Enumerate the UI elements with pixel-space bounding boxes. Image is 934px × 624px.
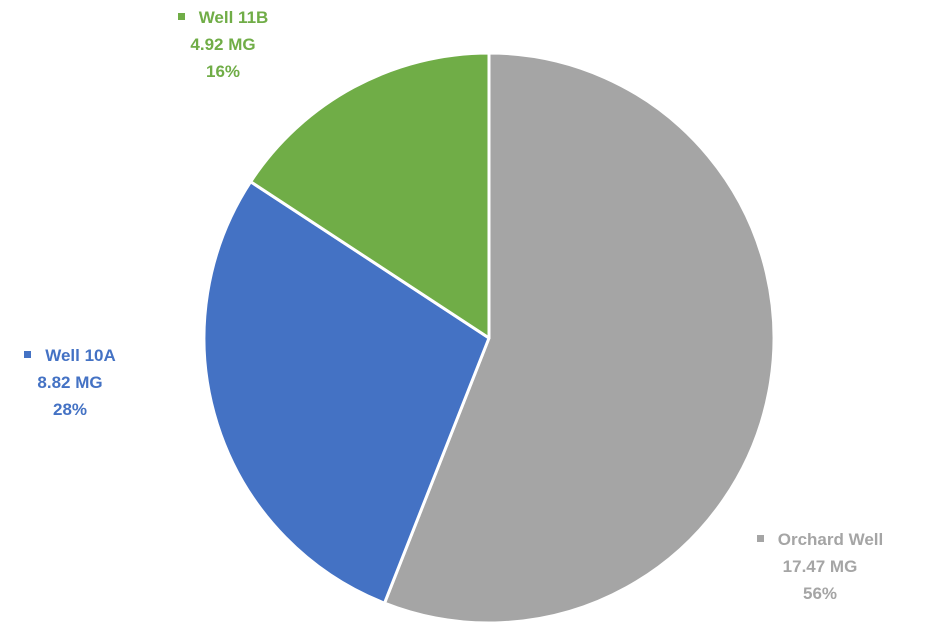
pie-slice-well-11b xyxy=(249,51,491,340)
legend-swatch-well-11b xyxy=(177,13,185,21)
slice-percent-well-11b: 16% xyxy=(205,62,241,81)
slice-name-orchard-well: Orchard Well xyxy=(777,530,884,549)
slice-value-well-11b: 4.92 MG xyxy=(190,35,256,54)
slice-percent-orchard-well: 56% xyxy=(802,584,838,603)
pie-slice-orchard-well xyxy=(382,51,776,624)
slice-label-orchard-well: Orchard Well 17.47 MG 56% xyxy=(735,526,905,607)
legend-swatch-well-10a xyxy=(24,351,32,359)
slice-name-well-10a: Well 10A xyxy=(45,346,116,365)
slice-label-well-10a: Well 10A 8.82 MG 28% xyxy=(5,342,135,423)
slice-value-orchard-well: 17.47 MG xyxy=(782,557,858,576)
slice-label-well-11b: Well 11B 4.92 MG 16% xyxy=(153,4,293,85)
pie-slice-well-10a xyxy=(202,180,491,605)
slice-value-well-10a: 8.82 MG xyxy=(37,373,103,392)
legend-swatch-orchard-well xyxy=(756,535,764,543)
slice-name-well-11b: Well 11B xyxy=(198,8,269,27)
slice-percent-well-10a: 28% xyxy=(52,400,88,419)
